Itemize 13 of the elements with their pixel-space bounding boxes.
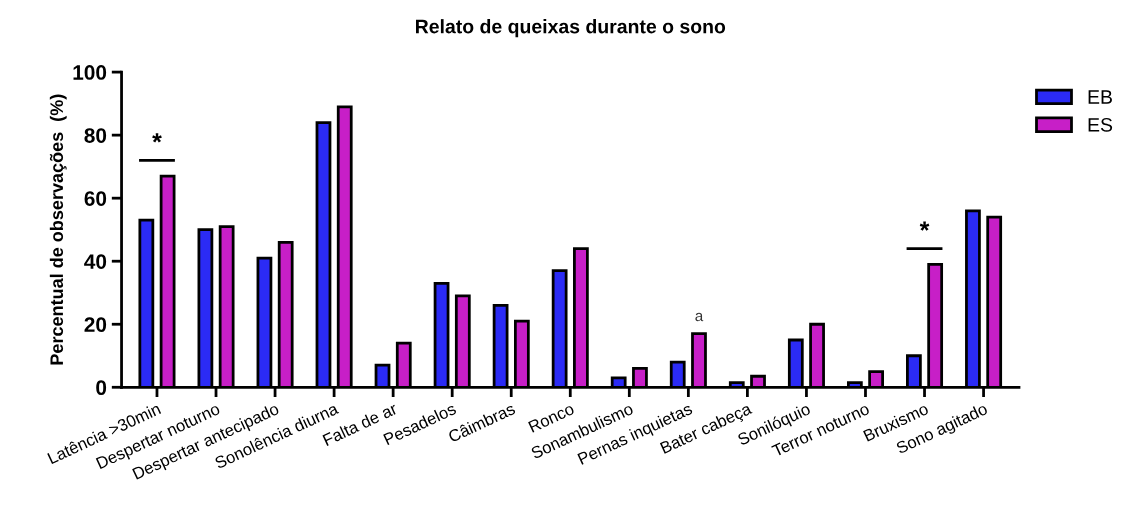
y-tick-label: 100 — [73, 65, 107, 80]
y-axis-title: Percentual de observações (%) — [49, 94, 67, 365]
y-tick-label: 0 — [96, 380, 107, 396]
y-tick-label: 20 — [84, 317, 107, 332]
annotation: a — [695, 312, 704, 322]
annotation: * — [152, 133, 162, 143]
y-tick-label: 80 — [84, 128, 107, 143]
y-tick-label: 40 — [84, 254, 107, 269]
annotation: * — [919, 221, 930, 231]
y-tick-label: 60 — [84, 191, 107, 206]
legend-label: ES — [1088, 117, 1113, 132]
chart-title: Relato de queixas durante o sono — [416, 19, 726, 38]
legend-label: EB — [1088, 90, 1112, 104]
